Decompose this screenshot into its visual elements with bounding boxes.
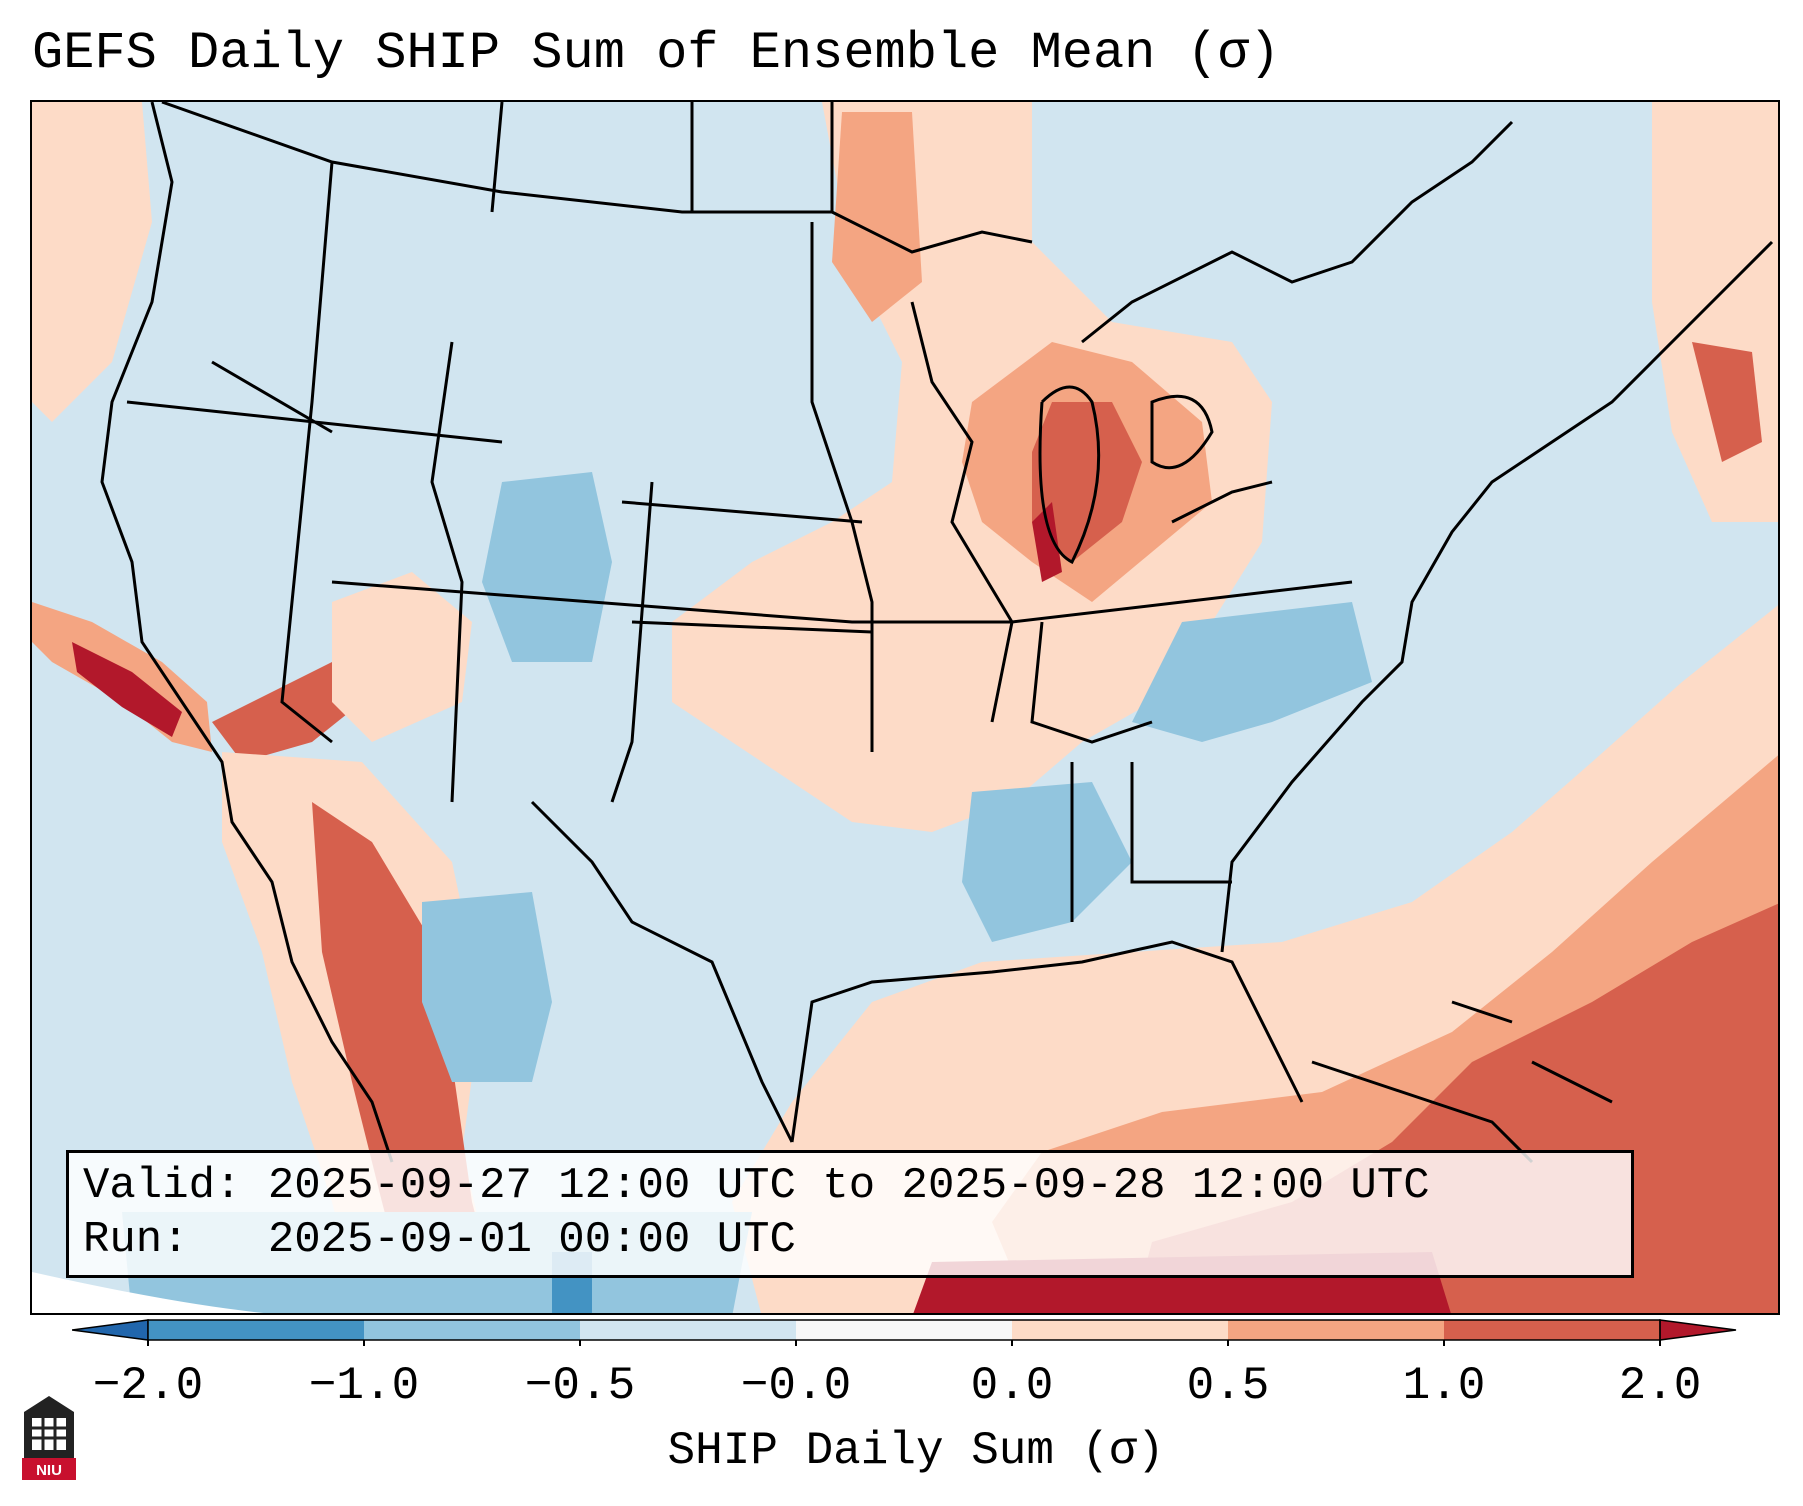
- anomaly-lake-michigan-core: [1032, 502, 1062, 582]
- anomaly-map: [32, 102, 1778, 1313]
- utah-arizona: [430, 341, 464, 803]
- anomaly-northeast-canada: [1652, 102, 1778, 522]
- geographic-boundaries: [100, 102, 1774, 1164]
- anomaly-socal-core: [72, 642, 182, 737]
- projection-edge: [32, 1272, 264, 1313]
- colorbar-bin: [1444, 1320, 1660, 1340]
- colorbar-bin: [1012, 1320, 1228, 1340]
- logo-banner: [22, 1458, 76, 1480]
- valid-value: 2025-09-27 12:00 UTC to 2025-09-28 12:00…: [267, 1161, 1430, 1211]
- anomaly-maritimes: [1692, 342, 1762, 462]
- colorbar-label: SHIP Daily Sum (σ): [667, 1425, 1165, 1477]
- nm-texas: [610, 481, 654, 803]
- southeast-states: [1070, 762, 1232, 922]
- anomaly-central-mexico: [422, 892, 552, 1082]
- colorbar-outline: [147, 1319, 1661, 1341]
- anomaly-nevada: [332, 572, 472, 742]
- province-lines: [490, 102, 834, 213]
- colorbar-bins: [72, 1319, 1737, 1341]
- colorbar-tick-label: 1.0: [1402, 1360, 1486, 1412]
- ok-tx: [631, 620, 873, 634]
- colorbar-tick-label: 0.5: [1186, 1360, 1270, 1412]
- lake-superior-shore: [831, 210, 1033, 254]
- niu-logo: NIU: [22, 1396, 76, 1480]
- colorbar-bin: [580, 1320, 796, 1340]
- colorbar-bin: [796, 1320, 1012, 1340]
- colorbar-tick-label: −1.0: [308, 1360, 420, 1412]
- anomaly-fields: [32, 102, 1778, 1313]
- lake-erie: [1171, 480, 1273, 524]
- ohio-valley: [1030, 621, 1153, 744]
- colorbar: [72, 1319, 1737, 1346]
- anomaly-lake-michigan: [1032, 402, 1142, 562]
- logo-grid-icon: [32, 1418, 66, 1450]
- run-value: 2025-09-01 00:00 UTC: [267, 1215, 796, 1265]
- map-title: GEFS Daily SHIP Sum of Ensemble Mean (σ): [32, 24, 1281, 83]
- colorbar-tick-label: 2.0: [1618, 1360, 1702, 1412]
- colorbar-extend-high: [1659, 1319, 1737, 1341]
- texas-coast: [530, 800, 794, 1143]
- colorbar-tick-label: 0.0: [970, 1360, 1054, 1412]
- ks-ok: [621, 500, 863, 524]
- run-label: Run:: [83, 1215, 189, 1265]
- mississippi: [910, 301, 1014, 723]
- colorbar-bin: [1228, 1320, 1444, 1340]
- canada-east: [1081, 120, 1514, 344]
- anomaly-pacific-nw: [32, 102, 152, 422]
- west-coast: [100, 102, 394, 1163]
- colorbar-tick-label: −0.5: [524, 1360, 636, 1412]
- gulf-coast: [790, 940, 1304, 1143]
- lake-michigan: [1038, 385, 1101, 565]
- canada-border: [161, 102, 832, 214]
- colorbar-tick-label: −2.0: [92, 1360, 204, 1412]
- anomaly-sw-desert: [212, 662, 362, 762]
- logo-window-icon: [32, 1418, 66, 1450]
- anomaly-north-plains: [832, 112, 922, 322]
- colorbar-bin: [148, 1320, 364, 1340]
- lake-huron: [1150, 394, 1214, 470]
- east-coast: [1220, 240, 1774, 953]
- colorbar-tick-label: −0.0: [740, 1360, 852, 1412]
- latitude-border: [331, 580, 1353, 624]
- logo-text: NIU: [36, 1462, 62, 1479]
- valid-label: Valid:: [83, 1161, 242, 1211]
- cuba: [1311, 1060, 1534, 1164]
- anomaly-deep-south: [962, 782, 1132, 942]
- colorbar-ticks: [147, 1340, 1661, 1346]
- anomaly-colorado: [482, 472, 612, 662]
- map-panel: [30, 100, 1780, 1315]
- anomaly-carolinas: [1132, 602, 1372, 742]
- validity-info-box: Valid: 2025-09-27 12:00 UTC to 2025-09-2…: [66, 1150, 1634, 1278]
- idaho-nevada: [280, 161, 334, 744]
- oregon-border: [211, 360, 333, 434]
- bahamas: [1451, 1000, 1613, 1104]
- colorbar-bin: [364, 1320, 580, 1340]
- colorbar-extend-low: [72, 1319, 149, 1341]
